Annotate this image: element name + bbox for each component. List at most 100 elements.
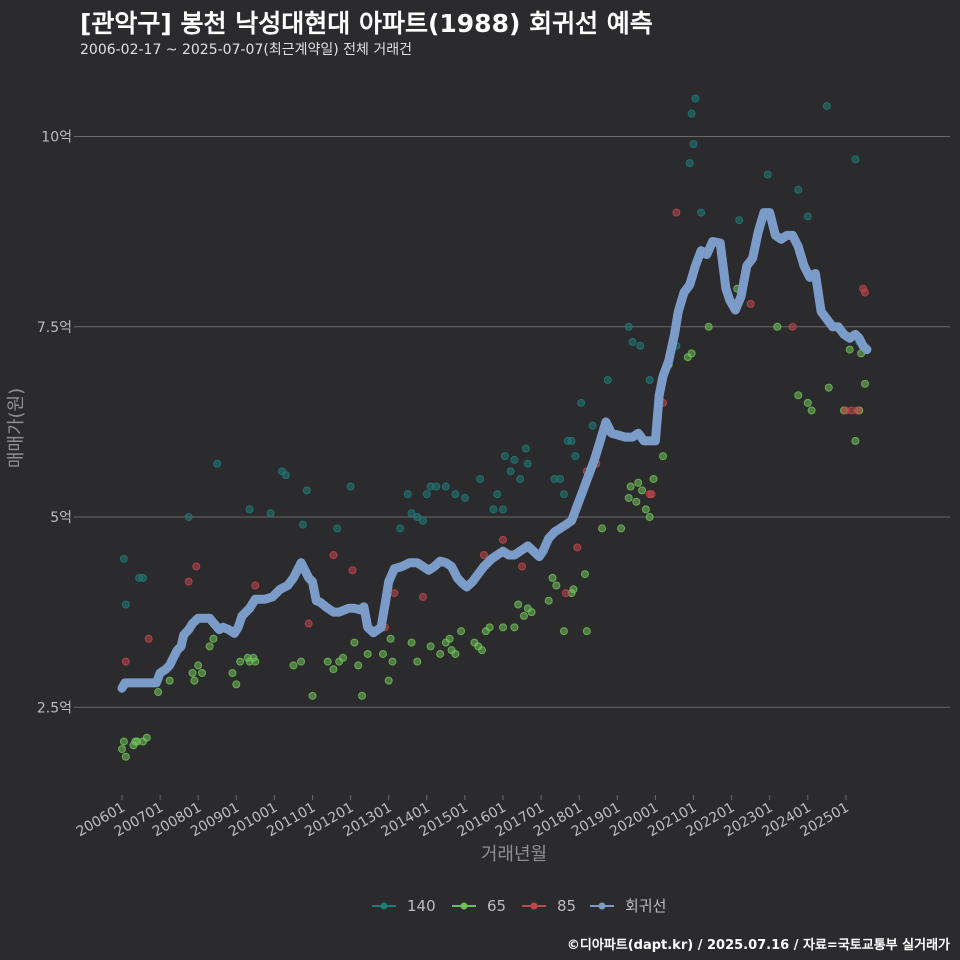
y-tick-label: 5억 [50,510,72,526]
data-point-140 [794,185,803,194]
data-point-85 [348,566,357,575]
data-point-140 [523,459,532,468]
data-point-65 [632,497,641,506]
trend-line-group [117,208,872,693]
data-point-65 [236,657,245,666]
data-point-65 [617,524,626,533]
data-point-65 [457,627,466,636]
source-caption: ©디아파트(dapt.kr) / 2025.07.16 / 자료=국토교통부 실… [566,938,950,953]
data-point-65 [552,581,561,590]
data-point-65 [329,665,338,674]
data-point-85 [499,535,507,544]
data-point-85 [304,619,313,628]
data-point-85 [479,551,488,560]
data-point-65 [548,573,557,582]
data-point-65 [350,638,359,647]
data-point-85 [561,589,570,598]
data-point-65 [205,642,214,651]
data-point-65 [773,322,782,331]
data-point-85 [788,322,797,331]
legend-label: 65 [487,897,506,915]
data-point-85 [647,490,656,499]
data-point-65 [386,634,395,643]
x-axis-title: 거래년월 [481,844,547,865]
data-point-65 [544,596,553,605]
data-point-65 [251,657,260,666]
legend-item-회귀선: 회귀선 [590,897,666,915]
data-point-85 [144,634,153,643]
data-point-65 [198,669,207,678]
data-point-65 [378,649,387,658]
data-point-140 [822,102,831,111]
data-point-140 [119,554,128,563]
data-point-140 [121,600,130,609]
data-point-65 [845,345,854,354]
data-point-140 [396,524,405,533]
data-point-85 [192,562,201,571]
data-point-140 [184,513,193,521]
data-point-140 [500,452,509,461]
data-point-65 [638,486,647,495]
data-point-65 [803,398,812,407]
data-point-140 [636,341,645,350]
data-point-65 [354,661,363,670]
data-point-140 [493,490,502,499]
data-point-65 [297,657,306,666]
data-point-140 [697,208,706,217]
data-point-140 [510,455,519,464]
data-point-65 [851,436,860,445]
data-point-65 [426,642,435,651]
y-axis-title: 매매가(원) [6,388,27,468]
data-point-140 [245,505,254,514]
data-point-140 [499,505,507,514]
data-point-65 [121,752,130,761]
data-point-140 [559,490,568,499]
data-point-65 [445,634,454,643]
data-point-140 [138,573,147,582]
data-point-140 [628,337,637,346]
data-point-140 [422,490,431,499]
data-point-65 [527,608,536,617]
data-point-85 [573,543,582,552]
data-point-140 [571,452,580,461]
data-point-140 [803,212,812,221]
data-point-140 [476,474,485,483]
data-point-65 [824,383,833,392]
data-point-140 [407,509,416,518]
data-point-65 [510,623,519,632]
data-point-140 [281,471,290,480]
data-point-65 [485,623,494,632]
data-point-65 [228,669,237,678]
data-point-65 [514,600,523,609]
data-point-140 [441,482,450,491]
data-point-140 [603,376,612,385]
data-point-65 [624,493,633,502]
legend-item-65: 65 [452,897,506,915]
data-point-85 [518,562,527,571]
data-point-65 [794,391,803,400]
y-tick-label: 7.5억 [37,320,72,336]
data-point-140 [735,216,744,225]
data-point-65 [519,611,528,620]
data-point-140 [577,398,586,407]
data-point-65 [645,513,654,521]
data-point-65 [338,653,347,662]
data-point-140 [567,436,576,445]
data-point-140 [588,421,597,430]
data-point-65 [478,646,487,655]
data-point-140 [687,109,696,118]
data-point-65 [407,638,416,647]
data-point-65 [807,406,816,415]
data-point-85 [251,581,260,590]
data-point-65 [142,733,151,742]
data-point-65 [209,634,218,643]
data-point-85 [418,592,427,601]
data-point-140 [213,459,222,468]
data-point-140 [298,520,307,529]
data-point-140 [346,482,355,491]
data-point-65 [363,649,372,658]
legend-marker [530,902,538,910]
data-point-65 [413,657,422,666]
data-point-65 [626,482,635,491]
